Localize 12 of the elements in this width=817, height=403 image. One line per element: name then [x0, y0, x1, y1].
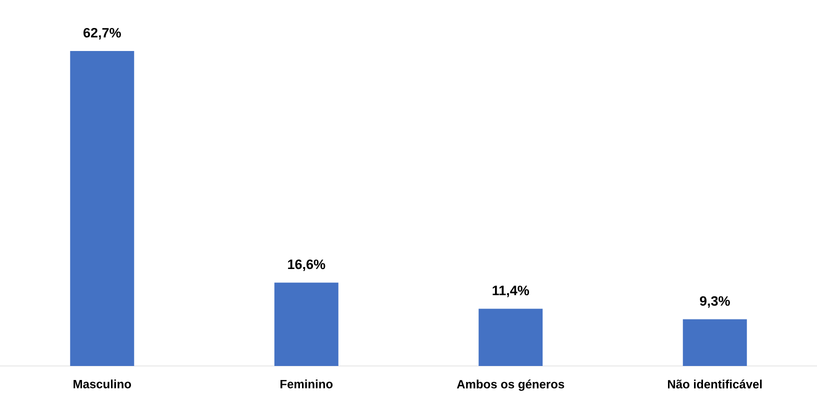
- x-tick-label: Masculino: [74, 380, 131, 388]
- data-label: 16,6%: [288, 260, 326, 272]
- x-tick-label: Feminino: [280, 380, 333, 388]
- data-label: 11,4%: [492, 286, 530, 298]
- x-tick-label: Não identificável: [668, 380, 762, 388]
- x-tick-label: Ambos os géneros: [456, 380, 564, 391]
- data-label: 9,3%: [700, 296, 730, 308]
- bar: [478, 308, 543, 366]
- data-label: 62,7%: [83, 28, 121, 40]
- bar: [274, 282, 338, 366]
- bar: [70, 50, 134, 366]
- bar: [682, 319, 747, 366]
